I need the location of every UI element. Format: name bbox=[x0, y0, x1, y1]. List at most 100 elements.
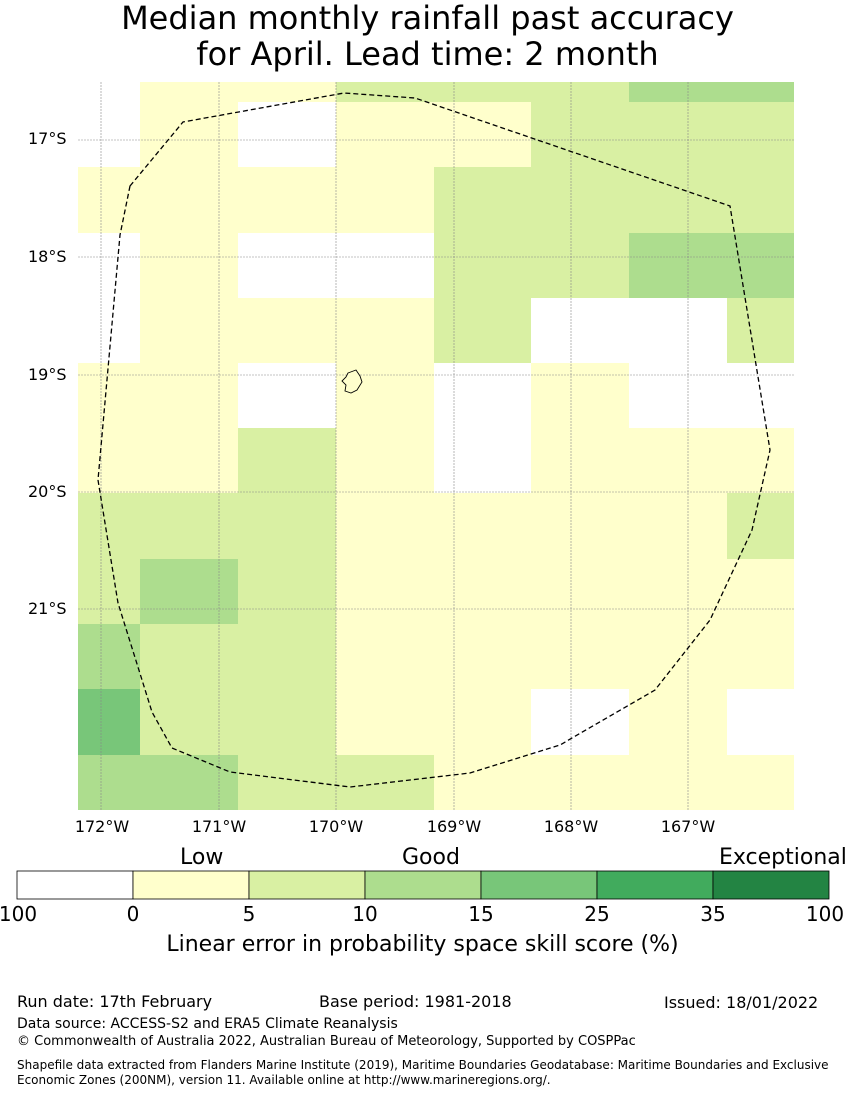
issued-date: Issued: 18/01/2022 bbox=[664, 993, 819, 1012]
category-label-low: Low bbox=[180, 845, 224, 870]
skill-cell bbox=[78, 755, 238, 810]
skill-cell bbox=[238, 233, 336, 298]
colorbar-swatch bbox=[16, 870, 134, 900]
skill-cell bbox=[78, 167, 140, 233]
colorbar-swatch bbox=[364, 870, 482, 900]
skill-cell bbox=[434, 167, 531, 233]
skill-cell bbox=[531, 298, 629, 363]
skill-cell bbox=[727, 493, 794, 559]
skill-cell bbox=[336, 298, 434, 363]
skill-cell bbox=[140, 363, 238, 493]
chart-title-line-1: Median monthly rainfall past accuracy bbox=[121, 0, 734, 37]
skill-cell bbox=[336, 428, 434, 493]
skill-cell bbox=[140, 102, 238, 167]
skill-cell bbox=[238, 755, 336, 810]
skill-cell bbox=[238, 82, 336, 102]
skill-cell bbox=[140, 493, 336, 559]
skill-cell bbox=[434, 298, 531, 363]
skill-cell bbox=[336, 102, 531, 167]
skill-cell bbox=[531, 689, 629, 755]
skill-cell bbox=[531, 82, 629, 102]
skill-cell bbox=[727, 82, 794, 102]
niue-island-outline bbox=[341, 369, 363, 394]
run-date: Run date: 17th February bbox=[17, 992, 213, 1011]
skill-cell bbox=[238, 298, 336, 363]
lon-label-167w: 167°W bbox=[660, 817, 716, 836]
skill-cell bbox=[140, 624, 238, 755]
skill-cell bbox=[629, 689, 727, 755]
lat-label-21s: 21°S bbox=[28, 599, 67, 618]
data-source: Data source: ACCESS-S2 and ERA5 Climate … bbox=[17, 1016, 398, 1032]
skill-cell bbox=[78, 233, 140, 298]
skill-cell bbox=[140, 298, 238, 363]
chart-title-line-2: for April. Lead time: 2 month bbox=[196, 35, 659, 73]
skill-cell bbox=[336, 689, 434, 755]
colorbar-tick: 35 bbox=[700, 902, 726, 926]
category-label-exceptional: Exceptional bbox=[719, 845, 847, 870]
skill-cell bbox=[434, 233, 531, 298]
eez-boundary bbox=[97, 92, 771, 788]
lat-label-20s: 20°S bbox=[28, 482, 67, 501]
skill-cell bbox=[238, 363, 336, 428]
skill-cell bbox=[434, 755, 794, 810]
colorbar-tick: 25 bbox=[584, 902, 610, 926]
skill-cell bbox=[727, 559, 794, 689]
colorbar-tick: 100 bbox=[0, 902, 38, 926]
skill-cell bbox=[727, 428, 794, 493]
colorbar-tick: 0 bbox=[126, 902, 140, 926]
skill-cell bbox=[238, 559, 336, 755]
lat-label-17s: 17°S bbox=[28, 129, 67, 148]
skill-cell bbox=[727, 233, 794, 298]
lat-label-18s: 18°S bbox=[28, 247, 67, 266]
skill-cell bbox=[78, 689, 140, 755]
colorbar-tick: 100 bbox=[805, 902, 845, 926]
skill-cell bbox=[531, 167, 629, 233]
lon-label-170w: 170°W bbox=[308, 817, 364, 836]
colorbar-swatch bbox=[712, 870, 830, 900]
skill-cell bbox=[531, 363, 629, 428]
colorbar-tick: 15 bbox=[468, 902, 494, 926]
colorbar-label: Linear error in probability space skill … bbox=[166, 932, 679, 957]
graticule bbox=[78, 82, 794, 810]
colorbar-swatch bbox=[132, 870, 250, 900]
lon-label-172w: 172°W bbox=[74, 817, 130, 836]
colorbar bbox=[16, 870, 830, 900]
skill-grid bbox=[78, 82, 794, 810]
lon-label-168w: 168°W bbox=[543, 817, 599, 836]
skill-cell bbox=[140, 233, 238, 298]
colorbar-swatch bbox=[480, 870, 598, 900]
skill-cell bbox=[140, 167, 238, 233]
lat-label-19s: 19°S bbox=[28, 365, 67, 384]
skill-cell bbox=[78, 559, 140, 624]
skill-cell bbox=[140, 559, 238, 624]
skill-cell bbox=[78, 298, 140, 363]
skill-cell bbox=[434, 363, 531, 493]
skill-cell bbox=[727, 689, 794, 755]
skill-cell bbox=[78, 624, 140, 689]
skill-cell bbox=[336, 493, 727, 689]
base-period: Base period: 1981-2018 bbox=[319, 992, 512, 1011]
shapefile-credit: Shapefile data extracted from Flanders M… bbox=[17, 1058, 829, 1087]
skill-cell bbox=[531, 102, 794, 167]
skill-cell bbox=[238, 167, 336, 233]
skill-cell bbox=[629, 298, 727, 363]
colorbar-swatch bbox=[248, 870, 366, 900]
skill-cell bbox=[727, 298, 794, 363]
skill-cell bbox=[629, 167, 794, 233]
skill-cell bbox=[531, 233, 629, 298]
skill-cell bbox=[78, 363, 140, 493]
skill-cell bbox=[78, 493, 140, 559]
category-label-good: Good bbox=[402, 845, 460, 870]
colorbar-swatch bbox=[596, 870, 714, 900]
lon-label-169w: 169°W bbox=[426, 817, 482, 836]
skill-cell bbox=[140, 82, 238, 102]
skill-cell bbox=[336, 82, 531, 102]
copyright: © Commonwealth of Australia 2022, Austra… bbox=[17, 1034, 636, 1049]
skill-cell bbox=[336, 167, 434, 233]
skill-cell bbox=[238, 428, 336, 493]
lon-label-171w: 171°W bbox=[191, 817, 247, 836]
colorbar-tick: 5 bbox=[242, 902, 256, 926]
skill-cell bbox=[238, 102, 336, 167]
skill-cell bbox=[434, 689, 531, 755]
